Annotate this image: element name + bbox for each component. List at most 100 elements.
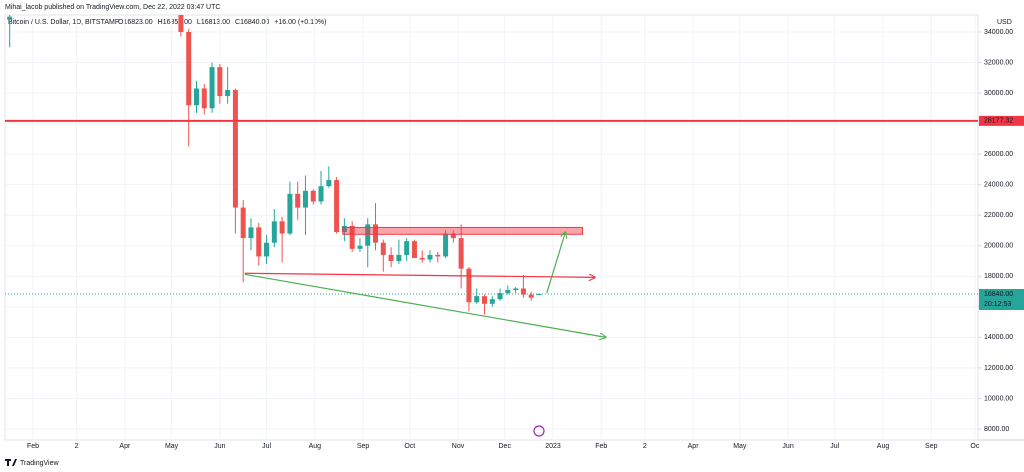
watermark-logo bbox=[5, 459, 17, 466]
candle-body bbox=[481, 296, 487, 304]
y-tick-label: 14000.00 bbox=[984, 334, 1013, 341]
candle-body bbox=[380, 242, 386, 255]
y-tick-label: 34000.00 bbox=[984, 29, 1013, 36]
candle-body bbox=[419, 257, 425, 260]
candle-body bbox=[318, 186, 324, 202]
candle-body bbox=[396, 254, 402, 262]
y-tick-label: 8000.00 bbox=[984, 426, 1009, 433]
candle-body bbox=[217, 67, 223, 97]
candle-body bbox=[334, 180, 340, 233]
candle-body bbox=[178, 15, 184, 32]
candle-body bbox=[209, 67, 215, 109]
candle-body bbox=[497, 293, 503, 300]
candle-body bbox=[341, 225, 347, 233]
x-tick-label: 2 bbox=[643, 443, 647, 450]
candle-body bbox=[466, 268, 472, 303]
candle-body bbox=[201, 88, 207, 109]
candle-body bbox=[232, 89, 238, 208]
candle-body bbox=[279, 221, 285, 234]
candle-body bbox=[310, 190, 316, 202]
y-tick-label: 24000.00 bbox=[984, 182, 1013, 189]
pane-border bbox=[4, 14, 979, 441]
candle-body bbox=[505, 290, 511, 294]
x-tick-label: Jul bbox=[262, 443, 271, 450]
candle-body bbox=[357, 245, 363, 249]
x-tick-label: Apr bbox=[119, 443, 131, 450]
y-tick-label: 20000.00 bbox=[984, 243, 1013, 250]
candle-body bbox=[450, 233, 456, 239]
x-tick-label: Oct bbox=[404, 443, 415, 450]
y-tick-label: 10000.00 bbox=[984, 395, 1013, 402]
ohlc-label: +16.00 (+0.10%) bbox=[274, 19, 326, 26]
candle-body bbox=[520, 288, 526, 295]
x-tick-label: Oc bbox=[970, 443, 979, 450]
candle-body bbox=[443, 233, 449, 257]
trend-arrow bbox=[244, 273, 606, 337]
candle-body bbox=[365, 224, 371, 246]
x-tick-label: Jun bbox=[782, 443, 793, 450]
price-label: 28177.32 bbox=[984, 118, 1013, 125]
candle-body bbox=[225, 89, 231, 97]
countdown: 20:12:53 bbox=[984, 301, 1011, 308]
candle-body bbox=[295, 193, 301, 208]
y-tick-label: 30000.00 bbox=[984, 90, 1013, 97]
x-tick-label: Aug bbox=[309, 443, 322, 450]
ohlc-label: H16856.00 bbox=[158, 19, 192, 26]
y-tick-label: 22000.00 bbox=[984, 212, 1013, 219]
publisher-line: Mihai_lacob published on TradingView.com… bbox=[5, 4, 220, 11]
price-label-box bbox=[979, 115, 1024, 126]
ohlc-label: O16823.00 bbox=[118, 19, 153, 26]
last-price-label: 16840.00 bbox=[984, 291, 1013, 298]
y-tick-label: 32000.00 bbox=[984, 59, 1013, 66]
trend-arrow bbox=[244, 272, 595, 277]
y-tick-label: 18000.00 bbox=[984, 273, 1013, 280]
candle-body bbox=[536, 294, 542, 296]
candle-body bbox=[513, 288, 519, 291]
symbol-title: Bitcoin / U.S. Dollar, 1D, BITSTAMP bbox=[8, 19, 120, 26]
trend-arrow bbox=[546, 232, 566, 294]
x-tick-label: Apr bbox=[688, 443, 700, 450]
candle-body bbox=[528, 294, 534, 298]
candle-body bbox=[458, 238, 464, 269]
ohlc-label: C16840.00 bbox=[235, 19, 269, 26]
y-tick-label: 12000.00 bbox=[984, 365, 1013, 372]
x-tick-label: Jul bbox=[830, 443, 839, 450]
zone-rectangle bbox=[342, 226, 584, 235]
x-tick-label: May bbox=[733, 443, 747, 450]
candle-body bbox=[373, 224, 379, 243]
x-tick-label: Jun bbox=[214, 443, 225, 450]
x-tick-label: Feb bbox=[27, 443, 39, 450]
candle-body bbox=[489, 299, 495, 304]
candle-body bbox=[240, 207, 246, 239]
x-tick-label: Sep bbox=[925, 443, 938, 450]
candle-body bbox=[427, 254, 433, 260]
plot-area bbox=[5, 15, 978, 337]
x-tick-label: Dec bbox=[499, 443, 512, 450]
ohlc-label: L16813.00 bbox=[197, 19, 230, 26]
candle-body bbox=[271, 221, 277, 243]
candle-body bbox=[435, 254, 441, 257]
candle-body bbox=[326, 180, 332, 187]
candle-body bbox=[256, 227, 262, 257]
x-tick-label: Nov bbox=[452, 443, 465, 450]
candle-body bbox=[193, 88, 199, 106]
x-tick-label: Feb bbox=[595, 443, 607, 450]
y-tick-label: 26000.00 bbox=[984, 151, 1013, 158]
x-tick-label: Sep bbox=[357, 443, 370, 450]
candle-body bbox=[7, 16, 13, 20]
candle-body bbox=[186, 31, 192, 106]
watermark: TradingView bbox=[20, 460, 59, 467]
x-tick-label: Aug bbox=[877, 443, 890, 450]
x-tick-label: 2023 bbox=[545, 443, 561, 450]
x-tick-label: May bbox=[165, 443, 179, 450]
candle-body bbox=[388, 254, 394, 262]
candle-body bbox=[264, 242, 270, 257]
currency: USD bbox=[997, 19, 1012, 26]
candle-body bbox=[248, 227, 254, 239]
event-marker bbox=[533, 425, 545, 437]
x-tick-label: 2 bbox=[75, 443, 79, 450]
candle-body bbox=[302, 190, 308, 208]
candle-body bbox=[411, 241, 417, 258]
